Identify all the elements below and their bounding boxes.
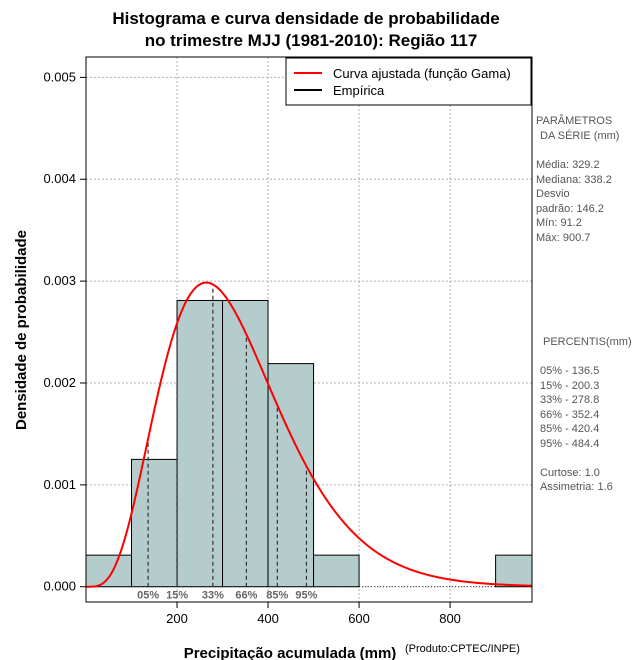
histogram-bar xyxy=(495,554,533,588)
x-tick-label: 200 xyxy=(166,611,188,626)
x-tick-label: 600 xyxy=(348,611,370,626)
histogram-bar xyxy=(85,554,133,588)
param-mediana: Mediana: 338.2 xyxy=(536,174,612,186)
percentile-95: 95% - 484.4 xyxy=(540,438,599,450)
legend-box xyxy=(285,57,532,106)
percentile-05: 05% - 136.5 xyxy=(540,365,599,377)
product-credit: (Produto:CPTEC/INPE) xyxy=(405,643,520,655)
histogram-bar xyxy=(313,554,360,588)
percentile-label: 95% xyxy=(295,590,317,602)
y-tick-label: 0.001 xyxy=(43,477,76,492)
y-tick-label: 0.000 xyxy=(43,579,76,594)
param-media: Média: 329.2 xyxy=(536,159,600,171)
histogram-bar xyxy=(176,299,224,588)
chart-title: Histograma e curva densidade de probabil… xyxy=(112,9,499,28)
stat-curtose: Curtose: 1.0 xyxy=(540,467,600,479)
y-axis-title: Densidade de probabilidade xyxy=(13,230,30,430)
stat-assimetria: Assimetria: 1.6 xyxy=(540,481,613,493)
histogram-bar xyxy=(222,299,269,588)
histogram-bar xyxy=(267,363,315,588)
gamma-curve-line xyxy=(86,281,533,588)
chart-subtitle: no trimestre MJJ (1981-2010): Região 117 xyxy=(145,31,478,50)
param-desvio-line2: padrão: 146.2 xyxy=(536,203,604,215)
percentile-lines: 05% 15% 33% 66% 85% 95% xyxy=(137,284,318,602)
axes: 200 400 600 800 0.000 0.001 0.002 0.003 0.004 0.0… xyxy=(43,69,460,626)
percentiles-panel: PERCENTIS(mm) 05% - 136.5 15% - 200.3 33… xyxy=(540,336,632,493)
percentile-15: 15% - 200.3 xyxy=(540,380,599,392)
y-tick-label: 0.003 xyxy=(43,273,76,288)
series-parameters-panel: PARÂMETROS DA SÉRIE (mm) Média: 329.2 Me… xyxy=(536,114,619,244)
params-title-line2: DA SÉRIE (mm) xyxy=(540,129,619,142)
percentis-title: PERCENTIS(mm) xyxy=(543,336,632,348)
histogram-bars xyxy=(85,299,533,588)
percentile-label: 33% xyxy=(202,590,224,602)
y-tick-label: 0.002 xyxy=(43,375,76,390)
legend-label-fitted-curve: Curva ajustada (função Gama) xyxy=(333,66,511,81)
percentile-66: 66% - 352.4 xyxy=(540,409,599,421)
param-max: Máx: 900.7 xyxy=(536,232,590,244)
percentile-label: 66% xyxy=(235,590,257,602)
percentile-label: 05% xyxy=(137,590,159,602)
percentile-label: 85% xyxy=(266,590,288,602)
percentile-label: 15% xyxy=(166,590,188,602)
legend: Curva ajustada (função Gama) Empírica xyxy=(285,57,532,106)
param-desvio-line1: Desvio xyxy=(536,188,570,200)
x-tick-label: 400 xyxy=(257,611,279,626)
params-title-line1: PARÂMETROS xyxy=(536,114,612,127)
percentile-85: 85% - 420.4 xyxy=(540,423,599,435)
legend-label-empirical: Empírica xyxy=(333,83,385,98)
param-min: Mín: 91.2 xyxy=(536,217,582,229)
y-tick-label: 0.005 xyxy=(43,69,76,84)
gamma-curve xyxy=(86,281,533,588)
x-tick-label: 800 xyxy=(439,611,461,626)
percentile-33: 33% - 278.8 xyxy=(540,394,599,406)
plot-border xyxy=(85,56,533,603)
y-tick-label: 0.004 xyxy=(43,171,76,186)
x-axis-title: Precipitação acumulada (mm) xyxy=(184,645,397,660)
histogram-bar xyxy=(131,458,178,588)
